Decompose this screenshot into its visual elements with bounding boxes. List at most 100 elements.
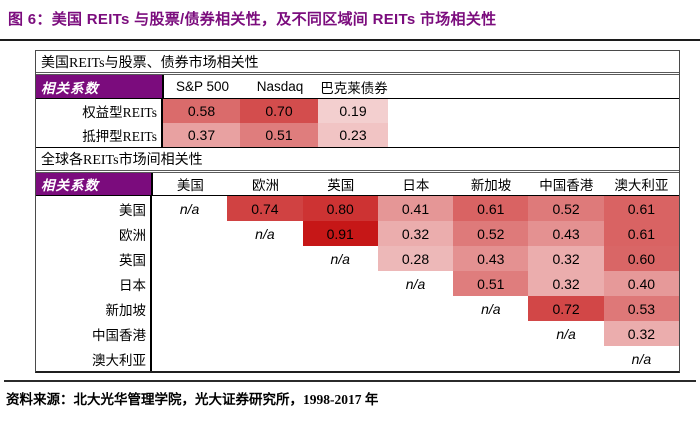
table-row: 美国 n/a 0.74 0.80 0.41 0.61 0.52 0.61 xyxy=(36,196,680,221)
empty-cell xyxy=(152,296,227,321)
empty-cell xyxy=(453,321,528,346)
column-header: 英国 xyxy=(327,178,355,193)
heatmap-cell: 0.28 xyxy=(377,246,454,271)
table-row: 抵押型REITs 0.37 0.51 0.23 xyxy=(36,123,679,147)
empty-cell xyxy=(227,246,302,271)
heatmap-cell: 0.52 xyxy=(453,221,529,246)
heatmap-cell: 0.32 xyxy=(528,246,604,271)
heatmap-cell: 0.72 xyxy=(528,296,604,321)
us-reits-vs-stock-bond-table: 美国REITs与股票、债券市场相关性 相关系数 S&P 500 Nasdaq 巴克莱债券… xyxy=(36,51,679,148)
heatmap-cell: 0.70 xyxy=(240,99,318,123)
header-row: 相关系数 S&P 500 Nasdaq 巴克莱债券 xyxy=(36,75,679,99)
empty-cell xyxy=(227,296,302,321)
na-cell: n/a xyxy=(481,300,501,317)
figure-title: 图 6：美国 REITs 与股票/债券相关性，及不同区域间 REITs 市场相关… xyxy=(8,11,497,28)
row-label: 抵押型REITs xyxy=(36,123,163,147)
column-header: 巴克莱债券 xyxy=(320,80,388,96)
column-header: 日本 xyxy=(402,178,430,193)
heatmap-cell: 0.51 xyxy=(453,271,529,296)
empty-cell xyxy=(453,346,528,371)
correlation-tables: 美国REITs与股票、债券市场相关性 相关系数 S&P 500 Nasdaq 巴克莱债券… xyxy=(35,50,680,373)
heatmap-cell: 0.32 xyxy=(603,321,680,346)
table-row: 新加坡 n/a 0.72 0.53 xyxy=(36,296,680,321)
heatmap-cell: 0.61 xyxy=(453,196,529,221)
na-cell: n/a xyxy=(405,275,426,292)
empty-cell xyxy=(227,346,302,371)
column-header: 中国香港 xyxy=(539,178,594,193)
empty-cell xyxy=(152,346,227,371)
heatmap-cell: 0.51 xyxy=(240,123,318,147)
column-header: Nasdaq xyxy=(256,79,304,94)
heatmap-cell: 0.91 xyxy=(302,221,378,246)
source-divider xyxy=(4,380,696,382)
empty-cell xyxy=(303,321,378,346)
heatmap-cell: 0.61 xyxy=(603,196,680,221)
title-underline xyxy=(0,39,700,41)
na-cell: n/a xyxy=(255,225,275,242)
heatmap-cell: 0.19 xyxy=(318,99,388,123)
row-label: 欧洲 xyxy=(36,221,152,246)
na-cell: n/a xyxy=(330,250,350,267)
empty-cell xyxy=(378,346,453,371)
empty-cell xyxy=(152,246,227,271)
row-label: 英国 xyxy=(36,246,152,271)
heatmap-cell: 0.60 xyxy=(603,246,680,271)
table-row: 英国 n/a 0.28 0.43 0.32 0.60 xyxy=(36,246,680,271)
empty-cell xyxy=(303,271,378,296)
na-cell: n/a xyxy=(179,200,200,217)
heatmap-cell: 0.52 xyxy=(528,196,604,221)
heatmap-cell: 0.58 xyxy=(163,99,240,123)
na-cell: n/a xyxy=(631,350,652,367)
empty-cell xyxy=(152,221,227,246)
empty-cell xyxy=(152,271,227,296)
row-label: 中国香港 xyxy=(36,321,152,346)
heatmap-cell: 0.43 xyxy=(528,221,604,246)
heatmap-cell: 0.32 xyxy=(528,271,604,296)
heatmap-cell: 0.41 xyxy=(377,196,454,221)
empty-cell xyxy=(227,271,302,296)
empty-cell xyxy=(528,346,603,371)
column-header: 澳大利亚 xyxy=(614,178,669,193)
row-label: 美国 xyxy=(36,196,152,221)
heatmap-cell: 0.32 xyxy=(377,221,454,246)
table-row: 中国香港 n/a 0.32 xyxy=(36,321,680,346)
corner-header-cell: 相关系数 xyxy=(36,75,164,98)
empty-cell xyxy=(152,321,227,346)
corner-header-cell: 相关系数 xyxy=(36,173,153,195)
column-header: 新加坡 xyxy=(470,178,512,193)
section-title: 美国REITs与股票、债券市场相关性 xyxy=(36,51,679,75)
na-cell: n/a xyxy=(556,325,576,342)
row-filler xyxy=(388,123,679,147)
column-header: 美国 xyxy=(176,178,204,193)
table-row: 权益型REITs 0.58 0.70 0.19 xyxy=(36,99,679,123)
row-label: 日本 xyxy=(36,271,152,296)
column-header: S&P 500 xyxy=(175,79,230,94)
empty-cell xyxy=(378,296,453,321)
row-label: 新加坡 xyxy=(36,296,152,321)
row-label: 澳大利亚 xyxy=(36,346,152,371)
row-label: 权益型REITs xyxy=(36,99,163,123)
header-filler xyxy=(389,75,679,98)
section-title: 全球各REITs市场间相关性 xyxy=(36,148,679,173)
heatmap-cell: 0.23 xyxy=(318,123,388,147)
column-header: 欧洲 xyxy=(252,178,280,193)
source-note: 资料来源：北大光华管理学院，光大证券研究所，1998-2017 年 xyxy=(6,392,379,407)
heatmap-cell: 0.61 xyxy=(603,221,680,246)
heatmap-cell: 0.80 xyxy=(302,196,378,221)
table-row: 欧洲 n/a 0.91 0.32 0.52 0.43 0.61 xyxy=(36,221,680,246)
header-row: 相关系数 美国 欧洲 英国 日本 新加坡 中国香港 澳大利亚 xyxy=(36,173,679,196)
empty-cell xyxy=(303,296,378,321)
table-row: 澳大利亚 n/a xyxy=(36,346,679,371)
empty-cell xyxy=(303,346,378,371)
empty-cell xyxy=(227,321,302,346)
heatmap-cell: 0.53 xyxy=(603,296,680,321)
heatmap-cell: 0.40 xyxy=(603,271,680,296)
global-reits-cross-market-table: 全球各REITs市场间相关性 相关系数 美国 欧洲 英国 日本 新加坡 中国香港 澳大利亚 美国 n… xyxy=(36,148,680,371)
heatmap-cell: 0.74 xyxy=(227,196,303,221)
heatmap-cell: 0.37 xyxy=(163,123,240,147)
row-filler xyxy=(388,99,679,123)
table-row: 日本 n/a 0.51 0.32 0.40 xyxy=(36,271,680,296)
empty-cell xyxy=(378,321,453,346)
heatmap-cell: 0.43 xyxy=(453,246,529,271)
